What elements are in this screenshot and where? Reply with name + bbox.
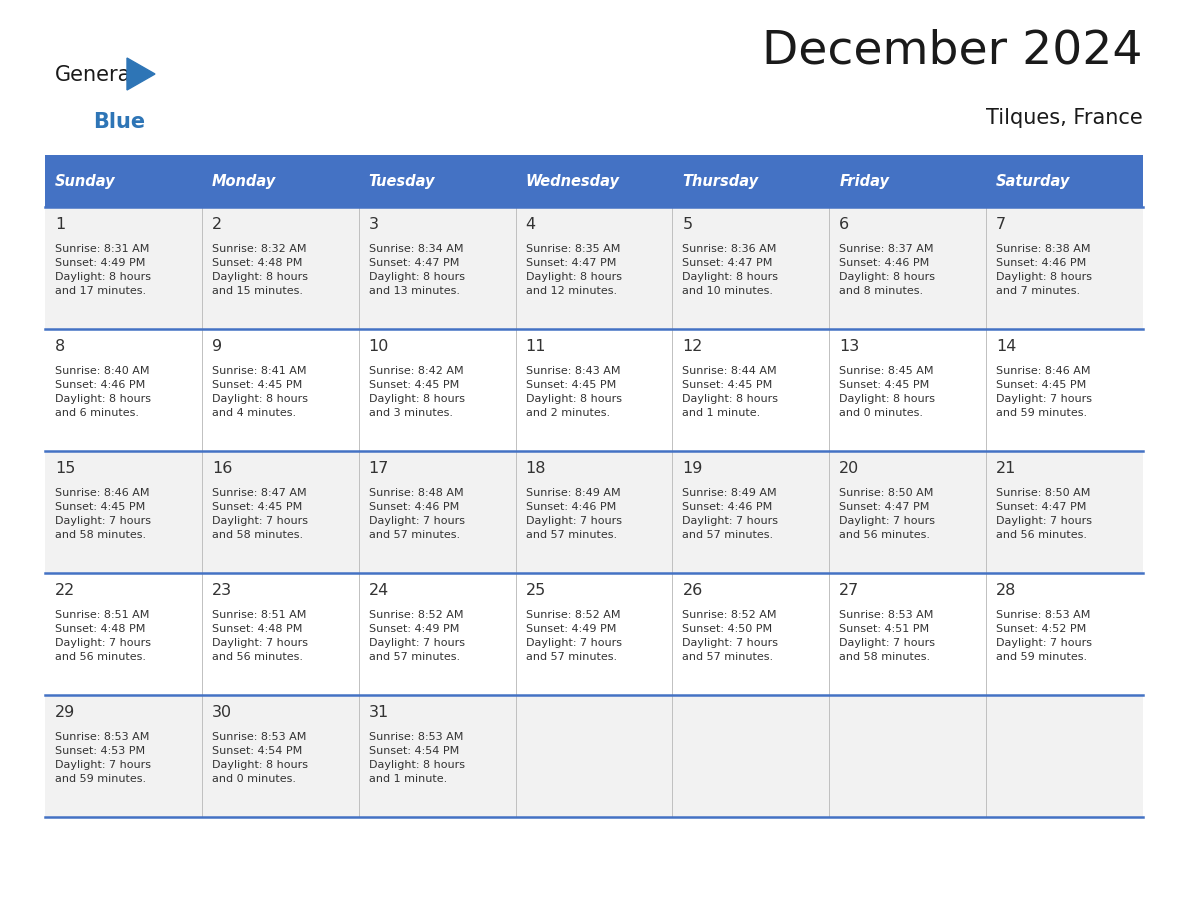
Text: Sunrise: 8:51 AM
Sunset: 4:48 PM
Daylight: 7 hours
and 56 minutes.: Sunrise: 8:51 AM Sunset: 4:48 PM Dayligh… — [55, 610, 151, 662]
Text: 23: 23 — [211, 583, 232, 598]
Text: Sunrise: 8:48 AM
Sunset: 4:46 PM
Daylight: 7 hours
and 57 minutes.: Sunrise: 8:48 AM Sunset: 4:46 PM Dayligh… — [368, 488, 465, 540]
Text: 26: 26 — [682, 583, 702, 598]
Text: 21: 21 — [997, 461, 1017, 476]
Text: Tilques, France: Tilques, France — [986, 108, 1143, 128]
Text: 28: 28 — [997, 583, 1017, 598]
Text: 27: 27 — [839, 583, 860, 598]
Text: 4: 4 — [525, 217, 536, 232]
Text: Friday: Friday — [839, 174, 890, 188]
Text: Sunrise: 8:53 AM
Sunset: 4:54 PM
Daylight: 8 hours
and 1 minute.: Sunrise: 8:53 AM Sunset: 4:54 PM Dayligh… — [368, 732, 465, 784]
Text: Sunrise: 8:43 AM
Sunset: 4:45 PM
Daylight: 8 hours
and 2 minutes.: Sunrise: 8:43 AM Sunset: 4:45 PM Dayligh… — [525, 366, 621, 418]
Text: Sunrise: 8:31 AM
Sunset: 4:49 PM
Daylight: 8 hours
and 17 minutes.: Sunrise: 8:31 AM Sunset: 4:49 PM Dayligh… — [55, 244, 151, 296]
Text: Sunrise: 8:51 AM
Sunset: 4:48 PM
Daylight: 7 hours
and 56 minutes.: Sunrise: 8:51 AM Sunset: 4:48 PM Dayligh… — [211, 610, 308, 662]
Text: 24: 24 — [368, 583, 388, 598]
Bar — [45, 207, 1143, 329]
Text: 20: 20 — [839, 461, 860, 476]
Polygon shape — [127, 58, 154, 90]
Text: Sunrise: 8:46 AM
Sunset: 4:45 PM
Daylight: 7 hours
and 58 minutes.: Sunrise: 8:46 AM Sunset: 4:45 PM Dayligh… — [55, 488, 151, 540]
Text: 1: 1 — [55, 217, 65, 232]
Text: Blue: Blue — [93, 112, 145, 132]
Text: Sunrise: 8:42 AM
Sunset: 4:45 PM
Daylight: 8 hours
and 3 minutes.: Sunrise: 8:42 AM Sunset: 4:45 PM Dayligh… — [368, 366, 465, 418]
Bar — [829, 155, 986, 207]
Text: 8: 8 — [55, 339, 65, 354]
Text: Sunrise: 8:35 AM
Sunset: 4:47 PM
Daylight: 8 hours
and 12 minutes.: Sunrise: 8:35 AM Sunset: 4:47 PM Dayligh… — [525, 244, 621, 296]
Text: Sunrise: 8:37 AM
Sunset: 4:46 PM
Daylight: 8 hours
and 8 minutes.: Sunrise: 8:37 AM Sunset: 4:46 PM Dayligh… — [839, 244, 935, 296]
Text: Sunrise: 8:44 AM
Sunset: 4:45 PM
Daylight: 8 hours
and 1 minute.: Sunrise: 8:44 AM Sunset: 4:45 PM Dayligh… — [682, 366, 778, 418]
Text: December 2024: December 2024 — [763, 28, 1143, 73]
Text: Sunrise: 8:45 AM
Sunset: 4:45 PM
Daylight: 8 hours
and 0 minutes.: Sunrise: 8:45 AM Sunset: 4:45 PM Dayligh… — [839, 366, 935, 418]
Text: Sunrise: 8:53 AM
Sunset: 4:52 PM
Daylight: 7 hours
and 59 minutes.: Sunrise: 8:53 AM Sunset: 4:52 PM Dayligh… — [997, 610, 1092, 662]
Text: 18: 18 — [525, 461, 546, 476]
Text: Wednesday: Wednesday — [525, 174, 620, 188]
Text: 10: 10 — [368, 339, 390, 354]
Text: 2: 2 — [211, 217, 222, 232]
Text: Sunrise: 8:41 AM
Sunset: 4:45 PM
Daylight: 8 hours
and 4 minutes.: Sunrise: 8:41 AM Sunset: 4:45 PM Dayligh… — [211, 366, 308, 418]
Text: Saturday: Saturday — [997, 174, 1070, 188]
Bar — [986, 155, 1143, 207]
Text: 14: 14 — [997, 339, 1017, 354]
Text: Sunrise: 8:40 AM
Sunset: 4:46 PM
Daylight: 8 hours
and 6 minutes.: Sunrise: 8:40 AM Sunset: 4:46 PM Dayligh… — [55, 366, 151, 418]
Text: Sunrise: 8:36 AM
Sunset: 4:47 PM
Daylight: 8 hours
and 10 minutes.: Sunrise: 8:36 AM Sunset: 4:47 PM Dayligh… — [682, 244, 778, 296]
Text: Sunrise: 8:46 AM
Sunset: 4:45 PM
Daylight: 7 hours
and 59 minutes.: Sunrise: 8:46 AM Sunset: 4:45 PM Dayligh… — [997, 366, 1092, 418]
Text: Sunday: Sunday — [55, 174, 115, 188]
Bar — [45, 451, 1143, 573]
Text: Sunrise: 8:52 AM
Sunset: 4:49 PM
Daylight: 7 hours
and 57 minutes.: Sunrise: 8:52 AM Sunset: 4:49 PM Dayligh… — [525, 610, 621, 662]
Text: 3: 3 — [368, 217, 379, 232]
Text: Sunrise: 8:50 AM
Sunset: 4:47 PM
Daylight: 7 hours
and 56 minutes.: Sunrise: 8:50 AM Sunset: 4:47 PM Dayligh… — [839, 488, 935, 540]
Text: 16: 16 — [211, 461, 232, 476]
Text: Sunrise: 8:32 AM
Sunset: 4:48 PM
Daylight: 8 hours
and 15 minutes.: Sunrise: 8:32 AM Sunset: 4:48 PM Dayligh… — [211, 244, 308, 296]
Text: Sunrise: 8:47 AM
Sunset: 4:45 PM
Daylight: 7 hours
and 58 minutes.: Sunrise: 8:47 AM Sunset: 4:45 PM Dayligh… — [211, 488, 308, 540]
Text: 17: 17 — [368, 461, 390, 476]
Text: Sunrise: 8:53 AM
Sunset: 4:54 PM
Daylight: 8 hours
and 0 minutes.: Sunrise: 8:53 AM Sunset: 4:54 PM Dayligh… — [211, 732, 308, 784]
Text: Monday: Monday — [211, 174, 276, 188]
Text: Sunrise: 8:52 AM
Sunset: 4:50 PM
Daylight: 7 hours
and 57 minutes.: Sunrise: 8:52 AM Sunset: 4:50 PM Dayligh… — [682, 610, 778, 662]
Text: Sunrise: 8:38 AM
Sunset: 4:46 PM
Daylight: 8 hours
and 7 minutes.: Sunrise: 8:38 AM Sunset: 4:46 PM Dayligh… — [997, 244, 1092, 296]
Text: 11: 11 — [525, 339, 546, 354]
Bar — [45, 695, 1143, 817]
Text: 25: 25 — [525, 583, 545, 598]
Text: Tuesday: Tuesday — [368, 174, 435, 188]
Text: Sunrise: 8:53 AM
Sunset: 4:51 PM
Daylight: 7 hours
and 58 minutes.: Sunrise: 8:53 AM Sunset: 4:51 PM Dayligh… — [839, 610, 935, 662]
Text: 22: 22 — [55, 583, 75, 598]
Bar — [45, 329, 1143, 451]
Text: Sunrise: 8:50 AM
Sunset: 4:47 PM
Daylight: 7 hours
and 56 minutes.: Sunrise: 8:50 AM Sunset: 4:47 PM Dayligh… — [997, 488, 1092, 540]
Text: 31: 31 — [368, 705, 388, 720]
Text: Sunrise: 8:52 AM
Sunset: 4:49 PM
Daylight: 7 hours
and 57 minutes.: Sunrise: 8:52 AM Sunset: 4:49 PM Dayligh… — [368, 610, 465, 662]
Text: Sunrise: 8:49 AM
Sunset: 4:46 PM
Daylight: 7 hours
and 57 minutes.: Sunrise: 8:49 AM Sunset: 4:46 PM Dayligh… — [525, 488, 621, 540]
Bar — [359, 155, 516, 207]
Text: Sunrise: 8:53 AM
Sunset: 4:53 PM
Daylight: 7 hours
and 59 minutes.: Sunrise: 8:53 AM Sunset: 4:53 PM Dayligh… — [55, 732, 151, 784]
Text: 15: 15 — [55, 461, 75, 476]
Text: Thursday: Thursday — [682, 174, 759, 188]
Text: 6: 6 — [839, 217, 849, 232]
Bar — [202, 155, 359, 207]
Bar — [516, 155, 672, 207]
Text: 5: 5 — [682, 217, 693, 232]
Bar — [45, 155, 202, 207]
Text: 29: 29 — [55, 705, 75, 720]
Bar — [45, 573, 1143, 695]
Text: 7: 7 — [997, 217, 1006, 232]
Text: 9: 9 — [211, 339, 222, 354]
Text: 30: 30 — [211, 705, 232, 720]
Text: Sunrise: 8:34 AM
Sunset: 4:47 PM
Daylight: 8 hours
and 13 minutes.: Sunrise: 8:34 AM Sunset: 4:47 PM Dayligh… — [368, 244, 465, 296]
Text: 13: 13 — [839, 339, 860, 354]
Text: Sunrise: 8:49 AM
Sunset: 4:46 PM
Daylight: 7 hours
and 57 minutes.: Sunrise: 8:49 AM Sunset: 4:46 PM Dayligh… — [682, 488, 778, 540]
Text: 12: 12 — [682, 339, 703, 354]
Text: 19: 19 — [682, 461, 703, 476]
Bar — [672, 155, 829, 207]
Text: General: General — [55, 65, 138, 85]
